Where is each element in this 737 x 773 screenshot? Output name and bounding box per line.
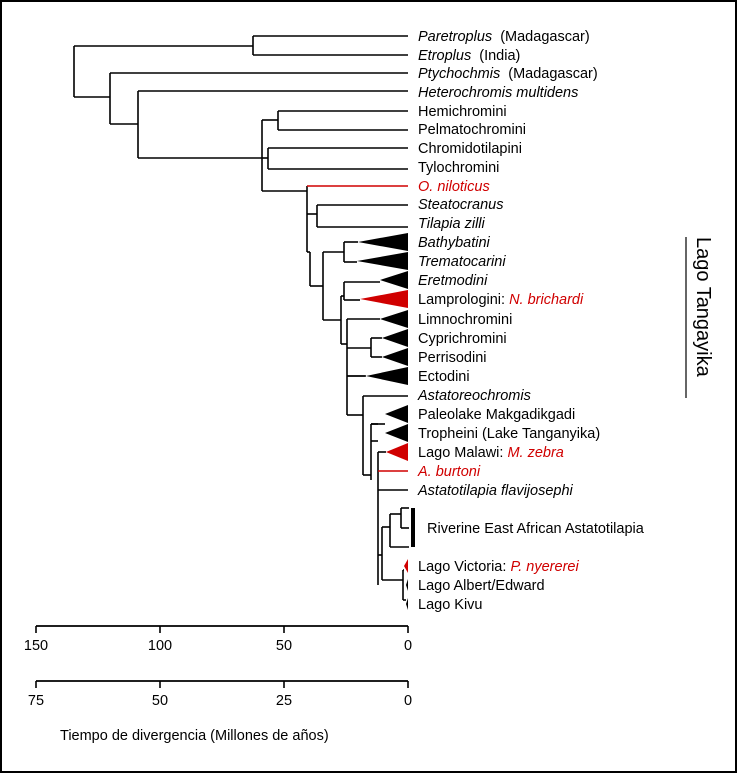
- label-part: Tilapia zilli: [418, 216, 486, 232]
- label-part: N. brichardi: [509, 292, 584, 308]
- clade-triangle-limnochromini: [380, 310, 408, 328]
- taxon-label-cyprichromini: Cyprichromini: [418, 331, 507, 347]
- label-part: Ptychochmis: [418, 66, 500, 82]
- label-part: Tropheini (Lake Tanganyika): [418, 426, 600, 442]
- clade-triangle-lamprologini: [360, 290, 408, 308]
- clade-triangle-malawi: [386, 443, 408, 461]
- label-part: Cyprichromini: [418, 331, 507, 347]
- label-part: Riverine East African Astatotilapia: [427, 521, 645, 537]
- label-part: (Madagascar): [500, 66, 598, 82]
- taxon-label-etroplus: Etroplus (India): [418, 48, 520, 64]
- tree-branches: [73, 35, 415, 601]
- clade-triangle-paleolake: [385, 405, 408, 423]
- label-part: Lago Albert/Edward: [418, 578, 545, 594]
- label-part: (India): [471, 48, 520, 64]
- axis-top-tick-label: 100: [148, 638, 172, 654]
- label-part: Trematocarini: [418, 254, 506, 270]
- taxon-label-albert-edward: Lago Albert/Edward: [418, 578, 545, 594]
- clade-triangle-tropheini: [385, 424, 408, 442]
- taxon-label-tylochromini: Tylochromini: [418, 160, 499, 176]
- taxon-label-eretmodini: Eretmodini: [418, 273, 488, 289]
- taxon-label-tilapia-zilli: Tilapia zilli: [418, 216, 486, 232]
- label-part: Hemichromini: [418, 104, 507, 120]
- taxon-label-bathybatini: Bathybatini: [418, 235, 491, 251]
- clade-triangle-perrisodini: [382, 348, 408, 366]
- label-part: (Madagascar): [492, 29, 590, 45]
- label-part: A. burtoni: [417, 464, 481, 480]
- label-part: Eretmodini: [418, 273, 488, 289]
- taxon-label-malawi: Lago Malawi: M. zebra: [418, 445, 564, 461]
- clade-triangle-cyprichromini: [382, 329, 408, 347]
- label-part: Perrisodini: [418, 350, 487, 366]
- label-part: P. nyererei: [510, 559, 579, 575]
- label-part: Chromidotilapini: [418, 141, 522, 157]
- axis-bottom-tick-label: 50: [152, 693, 168, 709]
- label-part: Limnochromini: [418, 312, 512, 328]
- clade-triangle-bathybatini: [358, 233, 408, 251]
- taxon-label-lamprologini: Lamprologini: N. brichardi: [418, 292, 584, 308]
- taxon-label-steatocranus: Steatocranus: [418, 197, 503, 213]
- taxon-label-a-burtoni: A. burtoni: [417, 464, 481, 480]
- label-part: Lago Malawi:: [418, 445, 507, 461]
- axis-bottom-tick-label: 0: [404, 693, 412, 709]
- axis-bottom-tick-label: 25: [276, 693, 292, 709]
- taxon-label-pelmatochromini: Pelmatochromini: [418, 122, 526, 138]
- axis-top-tick-label: 150: [24, 638, 48, 654]
- taxon-label-ectodini: Ectodini: [418, 369, 470, 385]
- time-axes: 150 100 50 0 75 50 25 0: [24, 625, 412, 709]
- taxon-label-kivu: Lago Kivu: [418, 597, 483, 613]
- taxon-label-perrisodini: Perrisodini: [418, 350, 487, 366]
- axis-bottom-tick-label: 75: [28, 693, 44, 709]
- label-part: Ectodini: [418, 369, 470, 385]
- axis-top-tick-label: 0: [404, 638, 412, 654]
- clade-triangle-ectodini: [366, 367, 408, 385]
- bracket-label: Lago Tangayika: [692, 237, 714, 378]
- taxon-label-paleolake: Paleolake Makgadikgadi: [418, 407, 575, 423]
- taxon-label-astatoreochromis: Astatoreochromis: [417, 388, 531, 404]
- taxon-label-tropheini: Tropheini (Lake Tanganyika): [418, 426, 600, 442]
- collapsed-clades: [357, 233, 408, 610]
- label-part: Etroplus: [418, 48, 471, 64]
- clade-triangle-eretmodini: [380, 271, 408, 289]
- label-part: Pelmatochromini: [418, 122, 526, 138]
- taxon-labels: Paretroplus (Madagascar) Etroplus (India)…: [417, 29, 645, 613]
- taxon-label-victoria: Lago Victoria: P. nyererei: [418, 559, 579, 575]
- label-part: Lago Victoria:: [418, 559, 510, 575]
- axis-top-tick-label: 50: [276, 638, 292, 654]
- lake-tanganyika-bracket: Lago Tangayika: [685, 237, 714, 398]
- label-part: Paleolake Makgadikgadi: [418, 407, 575, 423]
- label-part: Astatoreochromis: [417, 388, 531, 404]
- label-part: Heterochromis multidens: [418, 85, 578, 101]
- taxon-label-chromidotilapini: Chromidotilapini: [418, 141, 522, 157]
- clade-triangle-victoria: [404, 559, 408, 573]
- label-part: M. zebra: [507, 445, 563, 461]
- label-part: Lamprologini:: [418, 292, 509, 308]
- label-part: O. niloticus: [418, 179, 490, 195]
- taxon-label-riverine: Riverine East African Astatotilapia: [427, 521, 645, 537]
- clade-triangle-kivu: [406, 598, 408, 610]
- label-part: Bathybatini: [418, 235, 491, 251]
- taxon-label-limnochromini: Limnochromini: [418, 312, 512, 328]
- label-part: Steatocranus: [418, 197, 503, 213]
- taxon-label-hemichromini: Hemichromini: [418, 104, 507, 120]
- clade-triangle-trematocarini: [357, 252, 408, 270]
- label-part: Tylochromini: [418, 160, 499, 176]
- taxon-label-trematocarini: Trematocarini: [418, 254, 506, 270]
- label-part: Paretroplus: [418, 29, 492, 45]
- taxon-label-paretroplus: Paretroplus (Madagascar): [418, 29, 590, 45]
- label-part: Astatotilapia flavijosephi: [417, 483, 574, 499]
- taxon-label-o-niloticus: O. niloticus: [418, 179, 490, 195]
- clade-triangle-albert-edward: [406, 579, 408, 591]
- label-part: Lago Kivu: [418, 597, 483, 613]
- taxon-label-flavijosephi: Astatotilapia flavijosephi: [417, 483, 574, 499]
- taxon-label-ptychochromis: Ptychochmis (Madagascar): [418, 66, 598, 82]
- taxon-label-heterochromis: Heterochromis multidens: [418, 85, 578, 101]
- x-axis-label: Tiempo de divergencia (Millones de años): [60, 728, 329, 744]
